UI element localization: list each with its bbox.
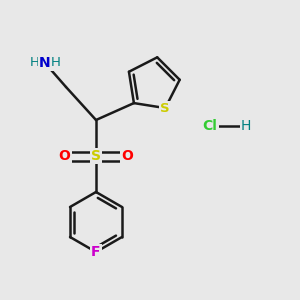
Text: F: F (91, 245, 101, 259)
Text: H: H (241, 119, 251, 133)
Text: S: S (91, 149, 101, 163)
Text: O: O (122, 149, 134, 163)
Text: H: H (51, 56, 60, 70)
Text: H: H (30, 56, 39, 70)
Text: Cl: Cl (202, 119, 217, 133)
Text: O: O (58, 149, 70, 163)
Text: N: N (39, 56, 51, 70)
Text: S: S (160, 102, 170, 115)
